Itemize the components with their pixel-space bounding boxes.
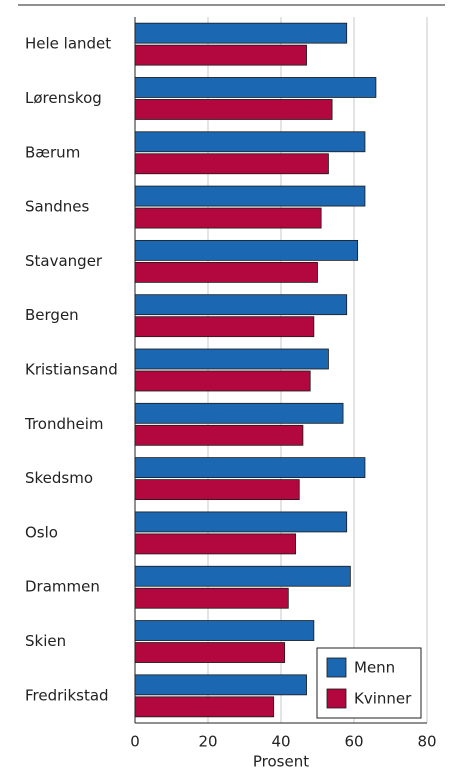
bar bbox=[134, 77, 377, 98]
bar bbox=[134, 457, 366, 479]
x-tick-label: 40 bbox=[271, 733, 290, 751]
bar bbox=[134, 424, 304, 446]
bar bbox=[134, 185, 366, 207]
bar bbox=[134, 565, 351, 587]
bar bbox=[134, 533, 297, 555]
legend-swatch bbox=[326, 657, 347, 678]
legend-label: Menn bbox=[354, 659, 395, 677]
bar bbox=[134, 402, 344, 424]
bar bbox=[134, 99, 333, 120]
y-tick-label: Sandnes bbox=[25, 198, 89, 216]
x-tick-label: 0 bbox=[130, 733, 140, 751]
y-tick-label: Drammen bbox=[25, 578, 100, 596]
bar bbox=[134, 207, 322, 229]
bar bbox=[134, 642, 286, 663]
x-tick-label: 60 bbox=[344, 733, 363, 751]
x-axis-label: Prosent bbox=[253, 753, 309, 771]
bar bbox=[134, 587, 289, 609]
bar bbox=[134, 153, 329, 175]
bar bbox=[134, 674, 307, 696]
y-tick-label: Kristiansand bbox=[25, 361, 118, 379]
y-tick-label: Bergen bbox=[25, 306, 79, 324]
y-tick-label: Stavanger bbox=[25, 252, 103, 270]
legend-label: Kvinner bbox=[354, 690, 412, 708]
bar bbox=[134, 239, 359, 261]
x-tick-label: 80 bbox=[417, 733, 436, 751]
y-tick-label: Oslo bbox=[25, 523, 58, 541]
bar bbox=[134, 44, 307, 66]
x-tick-label: 20 bbox=[198, 733, 217, 751]
bar bbox=[134, 261, 318, 283]
bar bbox=[134, 294, 348, 316]
bar bbox=[134, 22, 348, 44]
bar bbox=[134, 620, 315, 641]
bar bbox=[134, 316, 315, 338]
bar bbox=[134, 511, 348, 533]
bar bbox=[134, 479, 300, 501]
y-tick-label: Fredrikstad bbox=[25, 686, 109, 704]
bar bbox=[134, 370, 311, 392]
y-tick-label: Hele landet bbox=[25, 35, 111, 53]
y-tick-label: Skien bbox=[25, 632, 66, 650]
y-tick-label: Trondheim bbox=[24, 415, 104, 433]
legend-swatch bbox=[326, 688, 347, 709]
bar bbox=[134, 696, 275, 718]
y-tick-label: Lørenskog bbox=[25, 89, 102, 107]
y-tick-label: Skedsmo bbox=[25, 469, 93, 487]
bar bbox=[134, 348, 329, 370]
y-tick-label: Bærum bbox=[25, 143, 80, 161]
bar bbox=[134, 131, 366, 153]
